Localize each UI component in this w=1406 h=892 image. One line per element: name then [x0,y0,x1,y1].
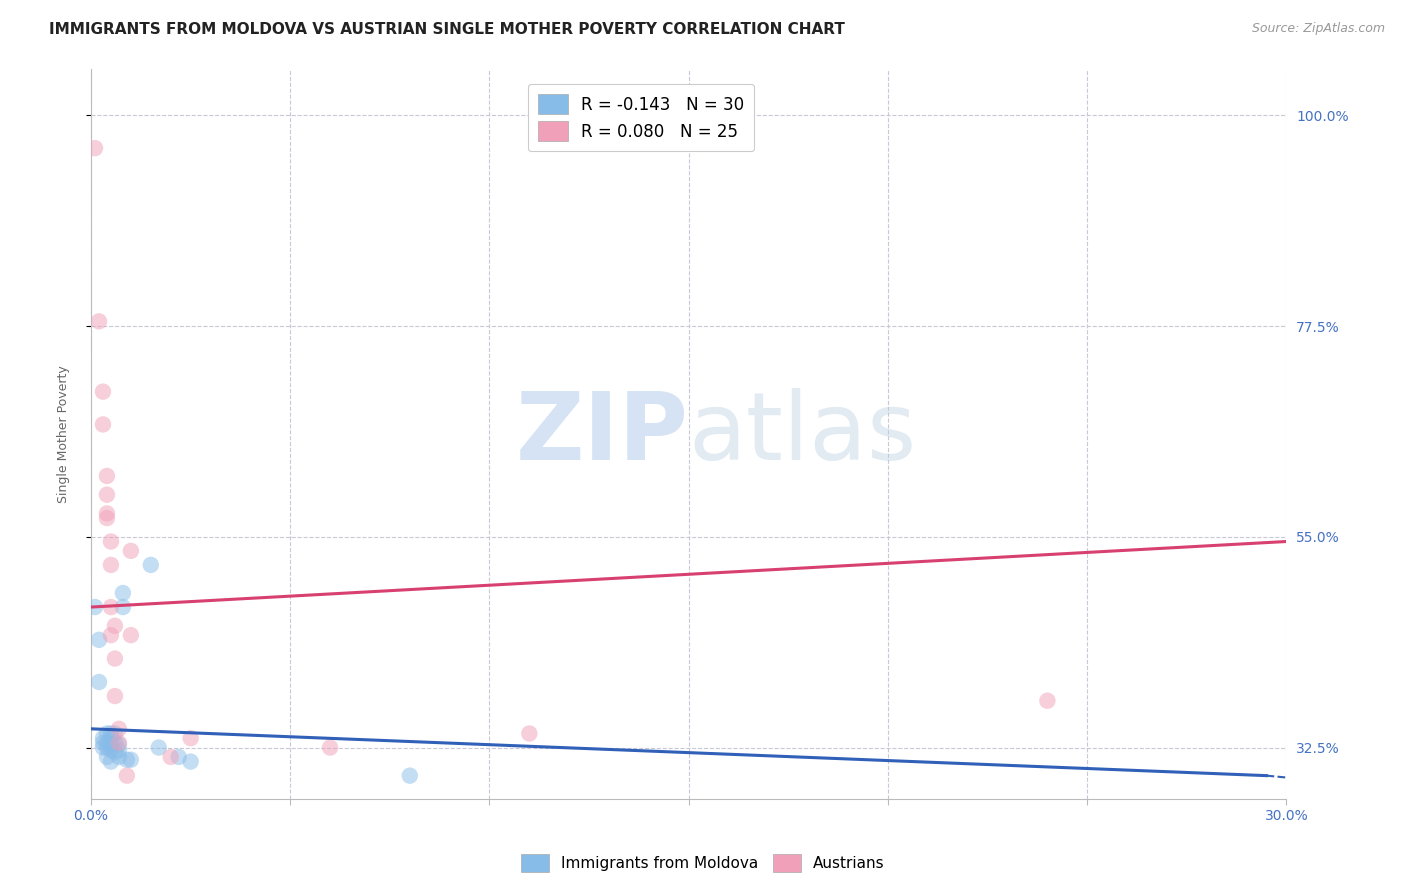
Point [96,736,118,750]
Point [120,753,142,767]
Point [100,628,122,642]
Point [167,750,190,764]
Point [104,736,127,750]
Point [100,558,122,572]
Point [104,726,127,740]
Text: Source: ZipAtlas.com: Source: ZipAtlas.com [1251,22,1385,36]
Point [96,507,118,521]
Point [91,736,114,750]
Point [108,743,131,757]
Point [96,511,118,525]
Point [159,750,181,764]
Point [120,544,142,558]
Point [111,586,134,600]
Point [517,726,540,740]
Point [100,743,122,757]
Point [87,675,110,690]
Point [108,722,131,736]
Point [91,417,114,432]
Point [108,736,131,750]
Point [91,384,114,399]
Point [87,314,110,328]
Point [100,731,122,746]
Point [319,740,342,755]
Point [100,726,122,740]
Point [120,628,142,642]
Point [148,740,170,755]
Point [108,738,131,752]
Point [115,769,138,783]
Point [180,731,202,746]
Point [104,619,127,633]
Point [100,534,122,549]
Point [1036,694,1059,708]
Point [104,745,127,759]
Point [91,731,114,746]
Text: atlas: atlas [689,388,917,480]
Point [104,689,127,703]
Legend: R = -0.143   N = 30, R = 0.080   N = 25: R = -0.143 N = 30, R = 0.080 N = 25 [527,84,754,152]
Point [100,738,122,752]
Text: ZIP: ZIP [516,388,689,480]
Point [96,740,118,755]
Point [115,753,138,767]
Point [180,755,202,769]
Legend: Immigrants from Moldova, Austrians: Immigrants from Moldova, Austrians [513,846,893,880]
Point [100,600,122,615]
Point [96,750,118,764]
Point [91,740,114,755]
Point [398,769,420,783]
Point [96,469,118,483]
Text: IMMIGRANTS FROM MOLDOVA VS AUSTRIAN SINGLE MOTHER POVERTY CORRELATION CHART: IMMIGRANTS FROM MOLDOVA VS AUSTRIAN SING… [49,22,845,37]
Point [139,558,162,572]
Point [111,600,134,615]
Point [96,726,118,740]
Y-axis label: Single Mother Poverty: Single Mother Poverty [58,365,70,503]
Point [108,750,131,764]
Point [84,141,107,155]
Point [87,632,110,647]
Point [100,755,122,769]
Point [96,488,118,502]
Point [104,651,127,665]
Point [84,600,107,615]
